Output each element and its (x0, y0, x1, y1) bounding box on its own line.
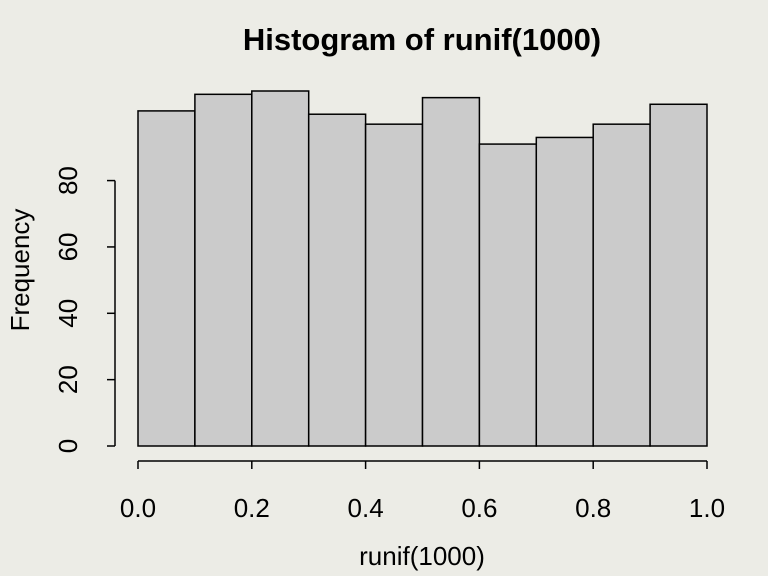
y-tick-label: 40 (53, 299, 83, 328)
bar (649, 103, 708, 447)
y-axis-label: Frequency (5, 209, 35, 332)
y-tick-label: 80 (53, 166, 83, 195)
bar (478, 143, 538, 447)
bar (307, 113, 367, 447)
x-tick-label: 0.2 (234, 493, 270, 523)
x-tick-label: 0.4 (348, 493, 384, 523)
x-tick-label: 1.0 (689, 493, 725, 523)
x-tick-label: 0.6 (461, 493, 497, 523)
bar (364, 123, 424, 447)
x-tick-label: 0.8 (575, 493, 611, 523)
bar (251, 90, 310, 447)
x-axis-label: runif(1000) (359, 541, 485, 571)
bar (194, 93, 253, 447)
bar (137, 110, 196, 447)
chart-title: Histogram of runif(1000) (243, 22, 601, 57)
bar (592, 123, 651, 447)
y-tick-label: 0 (53, 439, 83, 453)
bar (421, 96, 481, 447)
y-tick-label: 20 (53, 365, 83, 394)
x-tick-label: 0.0 (120, 493, 156, 523)
y-tick-label: 60 (53, 232, 83, 261)
bar (535, 136, 594, 447)
